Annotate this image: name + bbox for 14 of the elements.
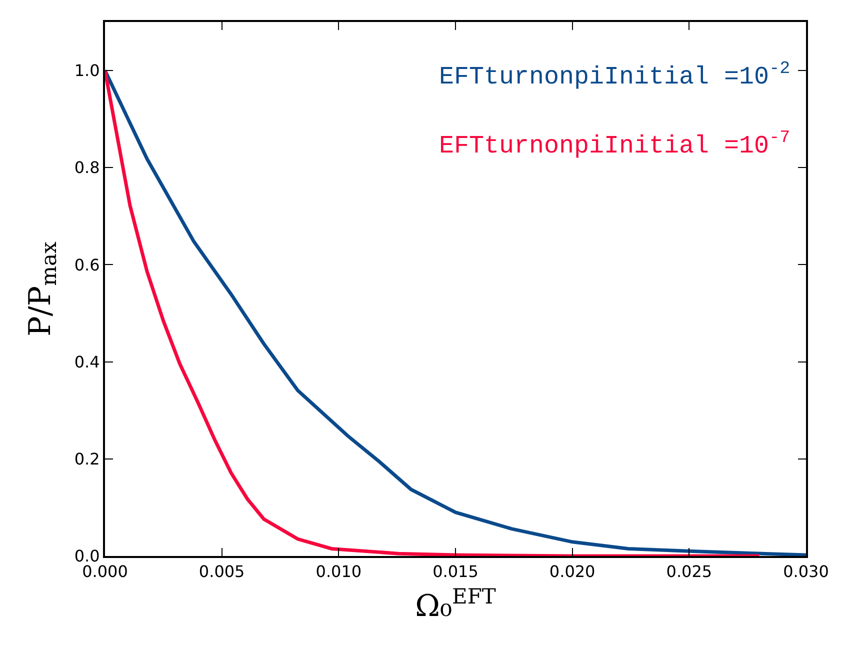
y-tick-label: 0.2 bbox=[74, 450, 100, 469]
x-tick-label: 0.025 bbox=[666, 562, 712, 582]
y-tick-label: 1.0 bbox=[74, 61, 100, 80]
x-tick-label: 0.030 bbox=[783, 562, 829, 582]
x-tick-label: 0.010 bbox=[316, 562, 362, 582]
text: EFTturnonpiInitial =10$^{-7}$ bbox=[439, 128, 790, 160]
text: EFTturnonpiInitial =10$^{-2}$ bbox=[439, 59, 790, 92]
x-tick-label: 0.005 bbox=[198, 562, 245, 582]
y-tick-label: 0.6 bbox=[74, 255, 100, 274]
x-tick-label: 0.020 bbox=[549, 562, 596, 582]
y-tick-label: 0.8 bbox=[74, 158, 100, 178]
y-tick-label: 0.4 bbox=[74, 352, 100, 372]
x-tick-label: 0.015 bbox=[432, 562, 478, 582]
x-axis-title: Ω₀$^{EFT}$ bbox=[415, 584, 496, 624]
